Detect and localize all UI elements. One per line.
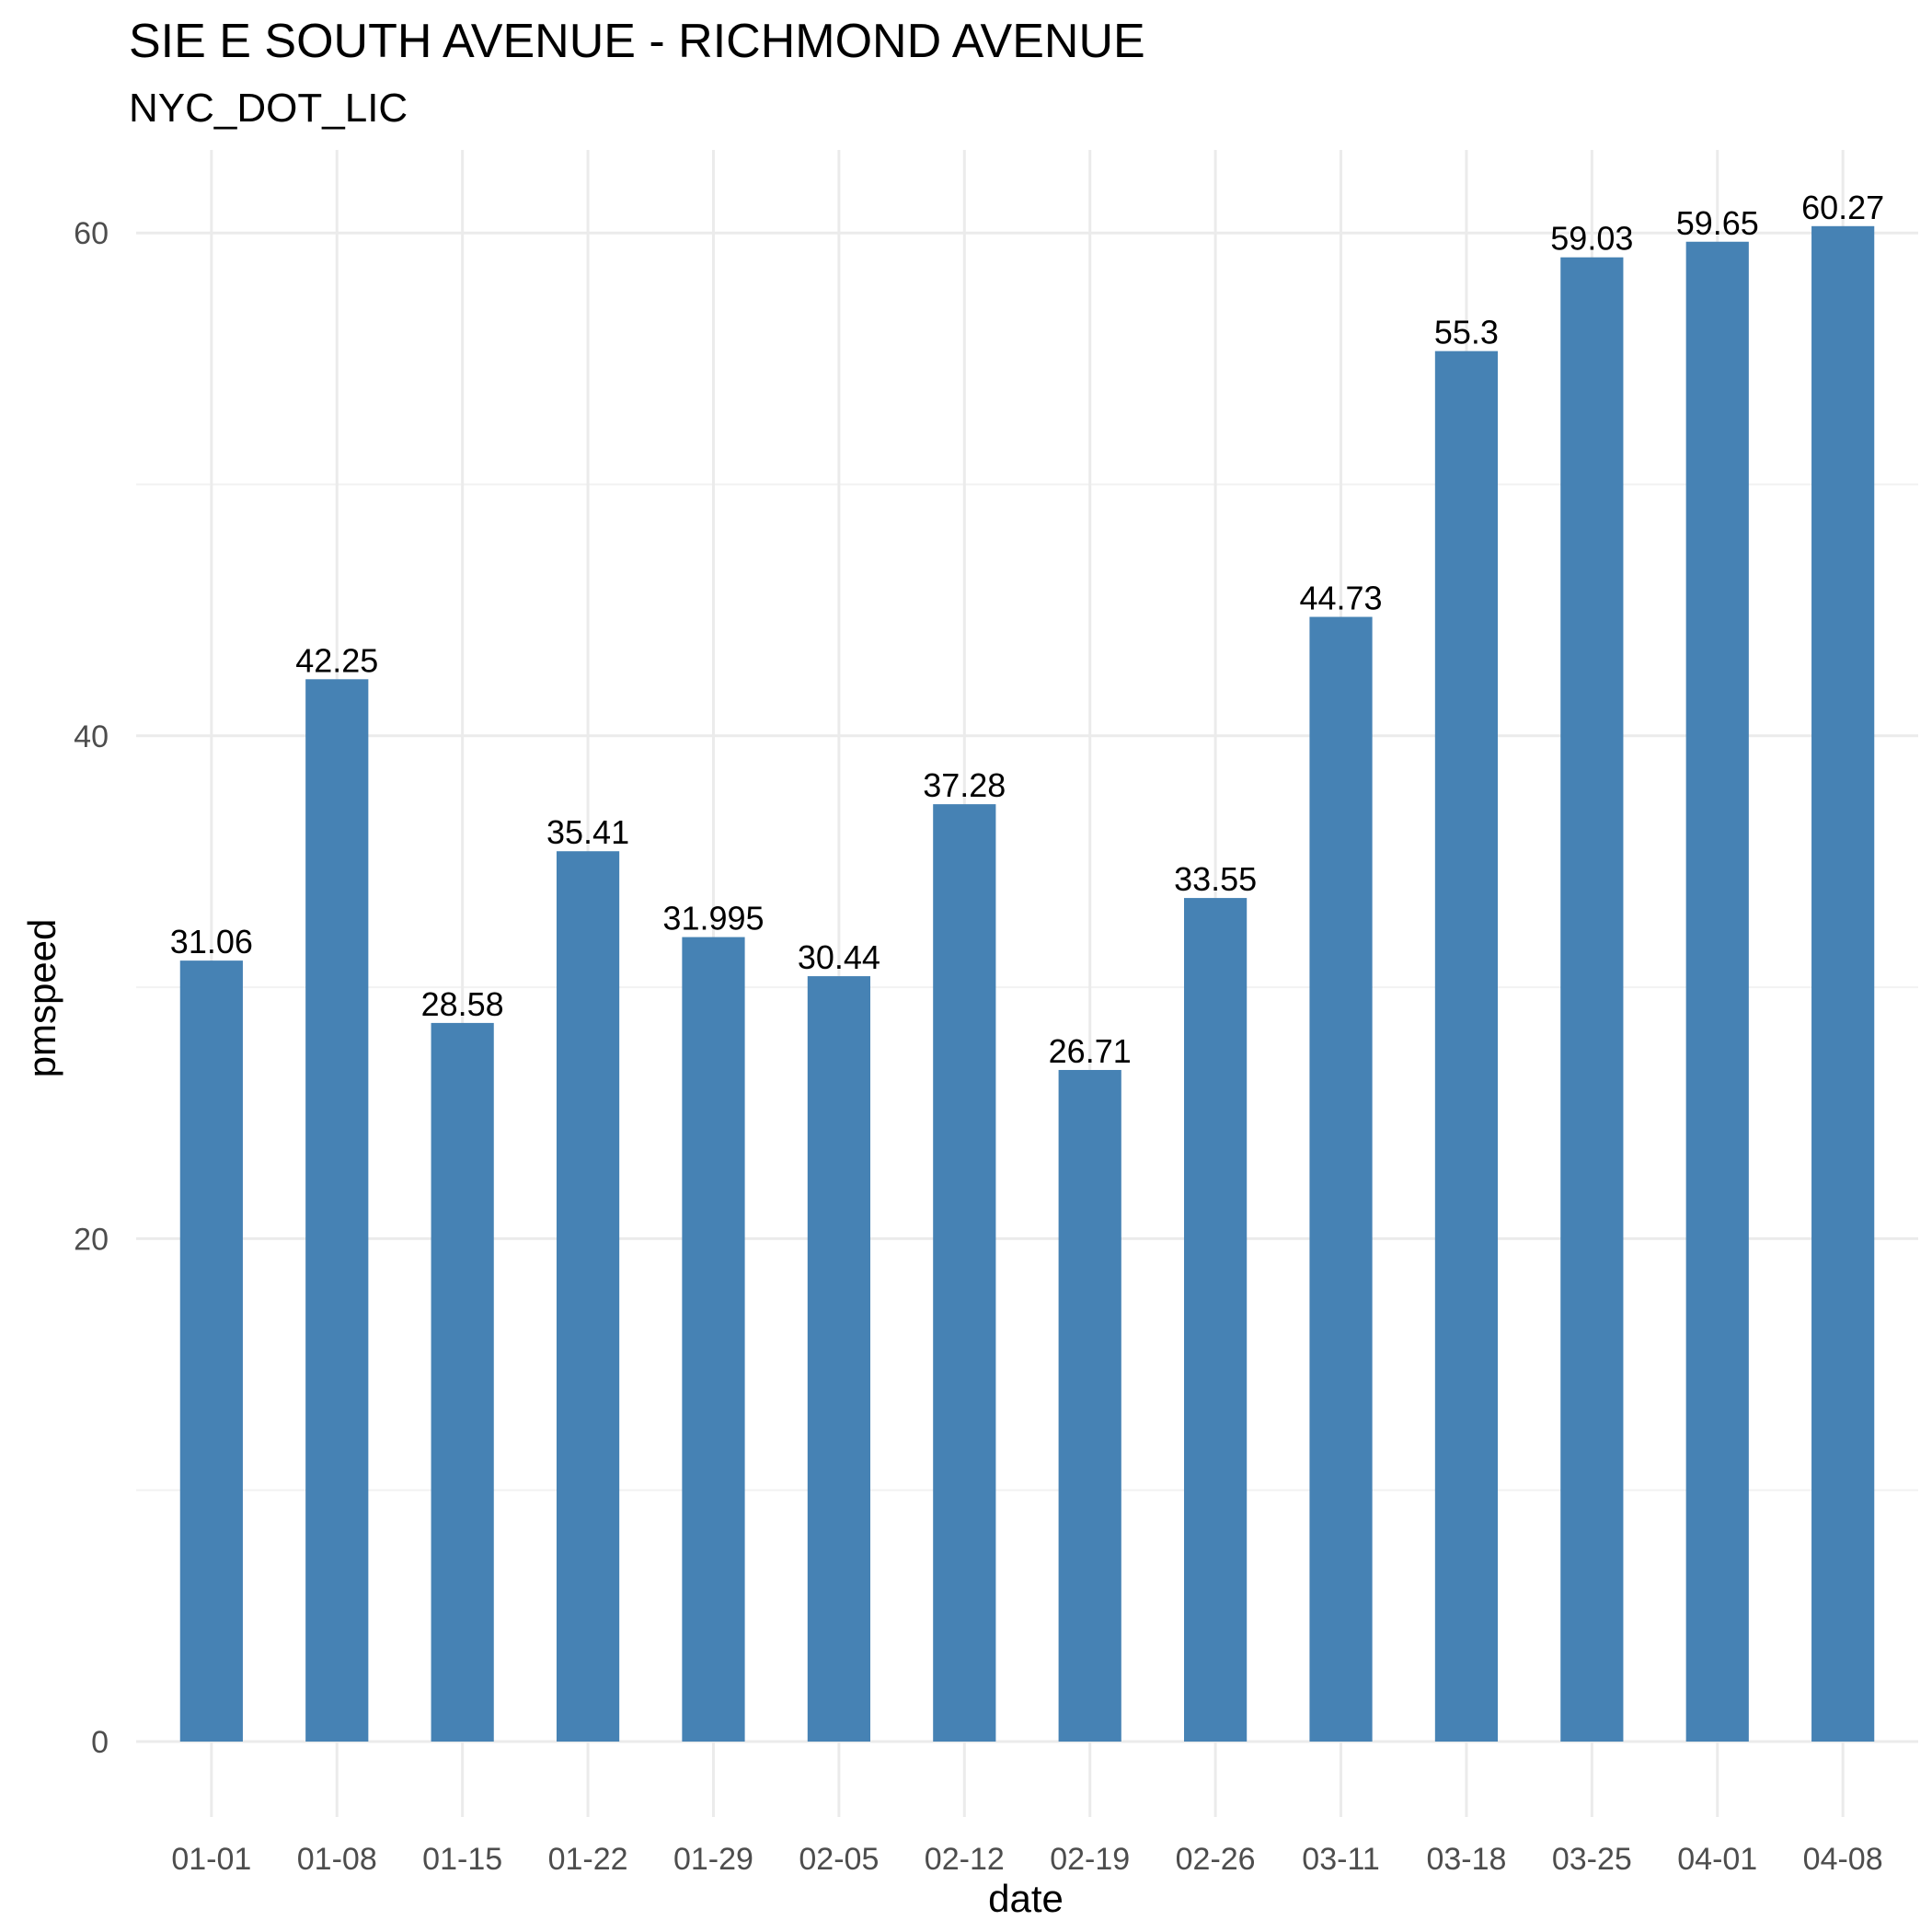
bar-value-label: 31.06 <box>170 923 253 960</box>
bar <box>1434 351 1499 1742</box>
bar-value-label: 60.27 <box>1801 189 1884 226</box>
bar <box>431 1022 494 1742</box>
x-tick-label: 01-01 <box>171 1842 251 1877</box>
chart-subtitle: NYC_DOT_LIC <box>129 86 408 131</box>
x-tick-label: 03-11 <box>1302 1842 1379 1877</box>
y-axis-title: pmspeed <box>20 919 63 1078</box>
bar <box>556 851 620 1742</box>
bars <box>179 225 1875 1742</box>
bar-value-label: 31.995 <box>662 900 764 937</box>
x-tick-label: 02-19 <box>1050 1842 1130 1877</box>
x-tick-label: 01-08 <box>297 1842 377 1877</box>
bar-value-label: 42.25 <box>295 641 378 679</box>
x-tick-label: 02-05 <box>799 1842 879 1877</box>
bar-value-label: 28.58 <box>421 985 504 1023</box>
bar <box>682 937 745 1742</box>
x-tick-label: 03-18 <box>1426 1842 1506 1877</box>
bar-value-label: 30.44 <box>798 938 880 976</box>
x-tick-label: 02-26 <box>1176 1842 1256 1877</box>
x-axis-ticks: 01-01 01-08 01-15 01-22 01-29 02-05 02-12 02-19… <box>171 1842 1882 1877</box>
bar <box>807 976 870 1742</box>
bar-value-label: 59.65 <box>1676 204 1759 242</box>
bar <box>1811 225 1875 1742</box>
x-tick-label: 01-29 <box>673 1842 753 1877</box>
bar <box>1685 241 1749 1742</box>
bar-value-label: 26.71 <box>1049 1032 1132 1070</box>
y-tick-label: 60 <box>74 216 109 251</box>
x-tick-label: 04-08 <box>1803 1842 1883 1877</box>
x-tick-label: 02-12 <box>925 1842 1005 1877</box>
bar <box>1058 1070 1121 1742</box>
bar-value-label: 37.28 <box>923 766 1006 804</box>
x-tick-label: 04-01 <box>1677 1842 1757 1877</box>
gridlines <box>136 150 1918 1817</box>
bar <box>179 960 243 1742</box>
y-axis-ticks: 0 20 40 60 <box>74 216 109 1760</box>
y-tick-label: 20 <box>74 1222 109 1257</box>
bar <box>305 679 369 1742</box>
bar <box>1184 898 1248 1742</box>
bar-value-label: 44.73 <box>1299 580 1382 617</box>
data-labels: 31.06 42.25 28.58 35.41 31.995 30.44 37.28 26.7… <box>170 189 1884 1070</box>
x-tick-label: 01-15 <box>422 1842 502 1877</box>
x-tick-label: 01-22 <box>548 1842 628 1877</box>
bar-value-label: 35.41 <box>546 813 629 851</box>
x-axis-title: date <box>988 1877 1064 1920</box>
bar-value-label: 33.55 <box>1174 860 1257 898</box>
bar <box>1560 257 1624 1742</box>
bar-value-label: 55.3 <box>1434 314 1499 351</box>
bar <box>1309 616 1373 1742</box>
bar <box>933 804 996 1742</box>
y-tick-label: 40 <box>74 719 109 754</box>
chart-title: SIE E SOUTH AVENUE - RICHMOND AVENUE <box>129 15 1145 68</box>
y-tick-label: 0 <box>91 1725 109 1760</box>
bar-value-label: 59.03 <box>1550 220 1633 258</box>
x-tick-label: 03-25 <box>1552 1842 1632 1877</box>
